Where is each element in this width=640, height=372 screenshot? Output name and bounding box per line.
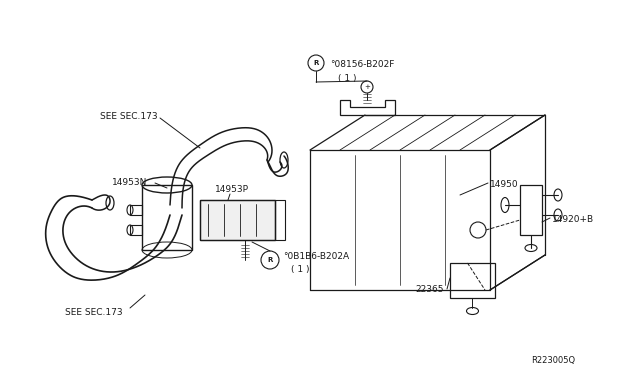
Text: +: + xyxy=(364,84,370,90)
Text: °0B1B6-B202A: °0B1B6-B202A xyxy=(283,252,349,261)
Text: R: R xyxy=(268,257,273,263)
Text: SEE SEC.173: SEE SEC.173 xyxy=(100,112,157,121)
Text: °08156-B202F: °08156-B202F xyxy=(330,60,394,69)
Text: 14950: 14950 xyxy=(490,180,518,189)
Text: 14920+B: 14920+B xyxy=(552,215,594,224)
Text: 22365: 22365 xyxy=(415,285,444,294)
Text: SEE SEC.173: SEE SEC.173 xyxy=(65,308,123,317)
Text: 14953N: 14953N xyxy=(112,178,147,187)
Bar xyxy=(450,263,495,298)
Bar xyxy=(142,185,192,250)
Text: 14953P: 14953P xyxy=(215,185,249,194)
Text: R: R xyxy=(314,60,319,66)
Bar xyxy=(200,200,275,240)
Text: ( 1 ): ( 1 ) xyxy=(291,265,310,274)
Text: R223005Q: R223005Q xyxy=(531,356,575,365)
Text: ( 1 ): ( 1 ) xyxy=(338,74,356,83)
Bar xyxy=(275,200,285,240)
Bar xyxy=(200,200,275,240)
Bar xyxy=(520,185,542,235)
